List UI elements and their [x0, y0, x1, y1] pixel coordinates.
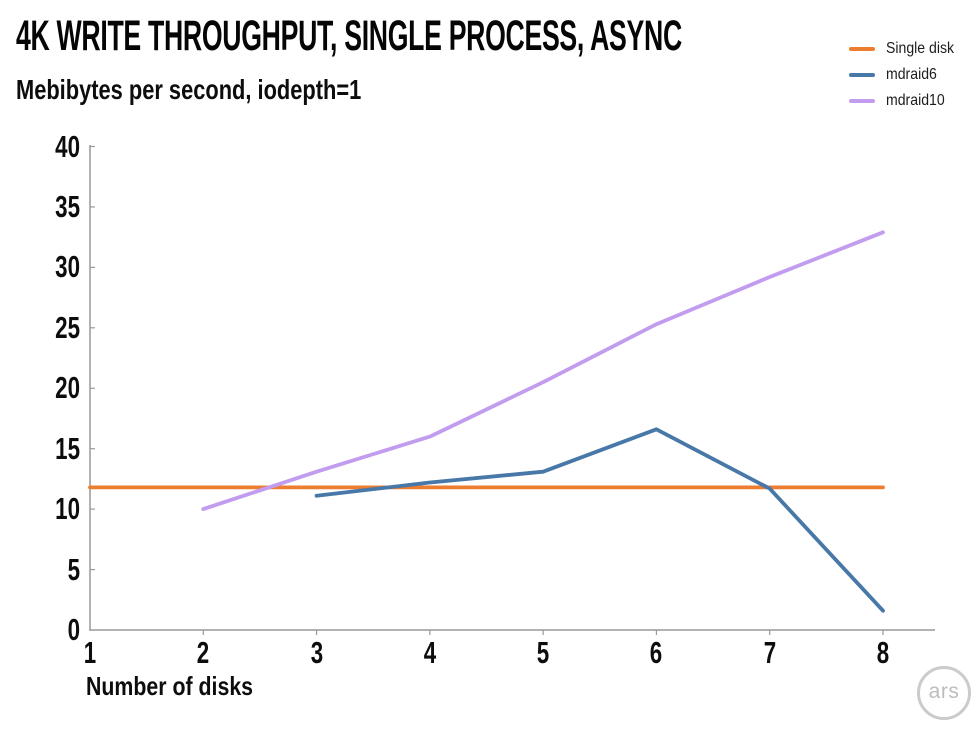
chart-subtitle: Mebibytes per second, iodepth=1 [16, 74, 362, 105]
legend-item-mdraid10: mdraid10 [849, 88, 963, 114]
x-tick-label: 3 [310, 635, 323, 670]
series-line-mdraid6 [314, 427, 885, 613]
x-tick-label: 1 [83, 635, 97, 670]
y-tick-label: 5 [67, 551, 80, 587]
legend-item-mdraid6: mdraid6 [849, 62, 963, 88]
x-tick-label: 5 [536, 635, 550, 670]
ars-logo: ars [917, 666, 971, 720]
y-tick-label: 10 [55, 491, 80, 527]
y-tick-label: 35 [55, 188, 80, 224]
page-title: 4K WRITE THROUGHPUT, SINGLE PROCESS, ASY… [16, 12, 682, 60]
x-tick-label: 7 [763, 635, 776, 670]
ars-logo-text: ars [928, 680, 960, 703]
legend: Single disk mdraid6 mdraid10 [849, 36, 963, 114]
legend-label-mdraid6: mdraid6 [886, 66, 937, 83]
legend-label-mdraid10: mdraid10 [886, 92, 945, 109]
legend-label-single-disk: Single disk [886, 40, 955, 57]
x-tick-label: 4 [423, 635, 437, 670]
y-tick-label: 30 [55, 249, 80, 285]
legend-item-single-disk: Single disk [849, 36, 963, 62]
x-axis-title: Number of disks [86, 671, 254, 701]
legend-swatch-mdraid10 [849, 99, 875, 103]
y-tick-label: 0 [67, 612, 80, 647]
y-tick-label: 25 [55, 309, 80, 345]
x-tick-label: 2 [197, 635, 210, 670]
y-tick-label: 20 [55, 370, 80, 406]
x-tick-label: 6 [650, 635, 663, 670]
y-tick-label: 15 [55, 430, 80, 466]
x-tick-label: 8 [876, 635, 890, 670]
legend-swatch-single-disk [849, 47, 875, 51]
y-tick-label: 40 [55, 128, 80, 164]
series-line-mdraid10 [201, 230, 885, 512]
legend-swatch-mdraid6 [849, 73, 875, 77]
